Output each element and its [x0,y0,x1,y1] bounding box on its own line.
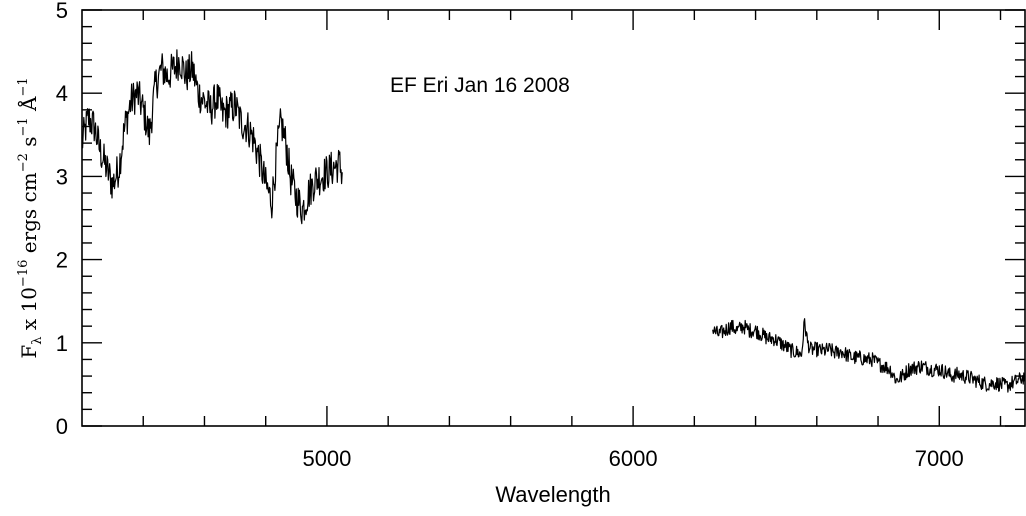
y-tick-label: 5 [56,0,68,23]
y-tick-label: 0 [56,414,68,439]
y-tick-label: 2 [56,248,68,273]
y-axis-units-exp2: −1 [16,117,31,136]
y-tick-label: 1 [56,331,68,356]
tick-labels: 5000 6000 7000 0 1 2 3 4 5 [56,0,964,471]
chart-annotation: EF Eri Jan 16 2008 [390,74,570,97]
y-axis-units-s: s [17,136,41,153]
y-axis-units-exp1: −2 [16,153,31,172]
spectrum-series-blue [81,49,343,225]
plot-frame [81,9,1026,427]
x-axis-title: Wavelength [495,482,610,507]
x-tick-label: 7000 [915,446,964,471]
y-axis-scale: x 10 [17,287,41,336]
y-axis-units-exp3: −1 [16,77,31,96]
y-axis-title: Fλ x 10−16 ergs cm−2 s−1 Å−1 [16,77,45,358]
y-axis-symbol: F [17,345,41,359]
x-tick-label: 6000 [609,446,658,471]
spectrum-series-red [712,318,1026,393]
y-axis-units: ergs cm [17,172,41,259]
y-axis-subscript: λ [30,337,45,345]
y-axis-units-a: Å [16,96,41,117]
y-tick-label: 3 [56,164,68,189]
tick-marks [82,9,1025,427]
series-layer [81,49,1026,393]
x-tick-label: 5000 [302,446,351,471]
y-axis-exponent: −16 [16,260,31,287]
y-tick-label: 4 [56,81,68,106]
